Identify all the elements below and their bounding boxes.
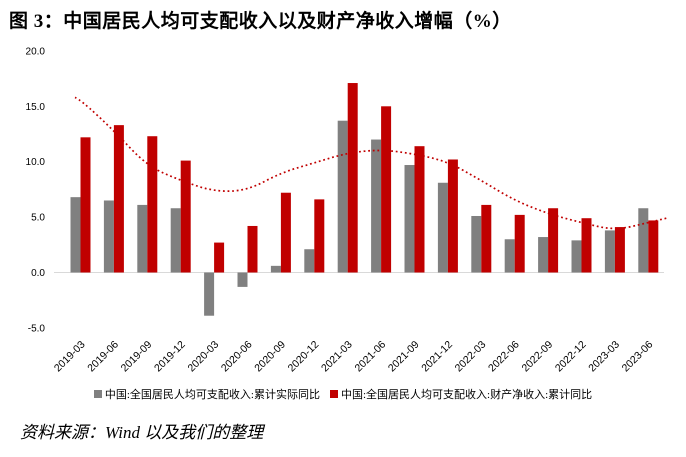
bar-property-2022-06 <box>514 214 525 273</box>
chart-legend: 中国:全国居民人均可支配收入:累计实际同比 中国:全国居民人均可支配收入:财产净… <box>0 386 686 402</box>
bar-real-2019-09 <box>137 204 148 273</box>
y-axis-ticks: 20.0 15.0 10.0 5.0 0.0 -5.0 <box>26 46 46 334</box>
bar-real-2022-09 <box>538 237 549 273</box>
legend-swatch-property-income <box>329 390 338 398</box>
x-tick-label: 2020-12 <box>286 339 322 375</box>
bar-property-2022-09 <box>548 208 559 273</box>
y-tick-label: 0.0 <box>31 268 45 279</box>
bar-real-2020-03 <box>204 272 215 316</box>
bar-property-2020-09 <box>280 192 291 273</box>
bar-real-2021-03 <box>337 120 348 273</box>
bar-real-2021-06 <box>371 139 382 273</box>
bar-property-2020-06 <box>247 225 258 273</box>
x-tick-label: 2019-03 <box>52 339 88 375</box>
x-tick-label: 2021-12 <box>419 339 455 375</box>
bar-real-2020-12 <box>304 249 315 273</box>
bar-property-2022-12 <box>581 218 592 273</box>
bars-real-income <box>70 120 649 316</box>
bar-property-2019-12 <box>180 160 191 273</box>
x-tick-label: 2019-09 <box>119 339 155 375</box>
y-tick-label: -5.0 <box>28 323 46 334</box>
bar-real-2023-06 <box>638 208 649 273</box>
bar-property-2021-06 <box>381 106 392 273</box>
bar-property-2023-06 <box>648 220 659 273</box>
bar-property-2020-03 <box>214 242 225 273</box>
bar-real-2020-09 <box>270 265 281 273</box>
trend-line <box>74 96 667 230</box>
bar-property-2023-03 <box>614 227 625 273</box>
x-tick-label: 2020-06 <box>219 339 255 375</box>
bar-real-2022-03 <box>471 215 482 273</box>
legend-item-property-income: 中国:全国居民人均可支配收入:财产净收入:累计同比 <box>329 386 593 402</box>
bar-real-2020-06 <box>237 272 248 287</box>
bar-real-2021-12 <box>437 182 448 273</box>
bar-property-2020-12 <box>314 199 325 273</box>
x-tick-label: 2022-12 <box>553 339 589 375</box>
legend-label: 中国:全国居民人均可支配收入:累计实际同比 <box>104 389 320 401</box>
bar-real-2022-06 <box>504 239 515 273</box>
bar-property-2019-09 <box>147 136 158 273</box>
x-tick-label: 2022-06 <box>486 339 522 375</box>
x-tick-label: 2019-12 <box>152 339 188 375</box>
x-tick-label: 2022-03 <box>453 339 489 375</box>
x-tick-label: 2022-09 <box>519 339 555 375</box>
x-tick-label: 2023-03 <box>586 339 622 375</box>
bar-property-2021-09 <box>414 146 425 273</box>
bar-real-2019-03 <box>70 197 81 273</box>
source-note: 资料来源：Wind 以及我们的整理 <box>20 423 264 442</box>
x-tick-label: 2021-06 <box>352 339 388 375</box>
x-tick-label: 2021-03 <box>319 339 355 375</box>
legend-item-real-income: 中国:全国居民人均可支配收入:累计实际同比 <box>93 386 320 402</box>
bar-property-2021-03 <box>347 83 358 273</box>
y-tick-label: 15.0 <box>26 102 46 113</box>
legend-swatch-real-income <box>93 390 102 398</box>
y-tick-label: 10.0 <box>26 157 46 168</box>
bar-real-2019-12 <box>170 208 181 273</box>
bar-property-2019-06 <box>113 125 124 273</box>
bars-property-income <box>80 83 659 273</box>
bar-real-2019-06 <box>103 200 114 273</box>
bar-property-2021-12 <box>447 159 458 273</box>
x-tick-label: 2019-06 <box>85 339 121 375</box>
legend-label: 中国:全国居民人均可支配收入:财产净收入:累计同比 <box>340 389 593 401</box>
bar-real-2023-03 <box>604 230 615 273</box>
bar-property-2022-03 <box>481 204 492 273</box>
bar-real-2021-09 <box>404 165 415 273</box>
x-tick-label: 2020-09 <box>252 339 288 375</box>
x-tick-label: 2023-06 <box>620 339 656 375</box>
y-tick-label: 20.0 <box>26 46 46 57</box>
bar-property-2019-03 <box>80 137 91 273</box>
x-tick-label: 2020-03 <box>185 339 221 375</box>
chart-title: 图 3：中国居民人均可支配收入以及财产净收入增幅（%） <box>9 11 512 32</box>
y-tick-label: 5.0 <box>31 213 45 224</box>
bar-real-2022-12 <box>571 240 582 273</box>
x-tick-label: 2021-09 <box>386 339 422 375</box>
x-axis-labels: 2019-032019-062019-092019-122020-032020-… <box>52 339 656 375</box>
